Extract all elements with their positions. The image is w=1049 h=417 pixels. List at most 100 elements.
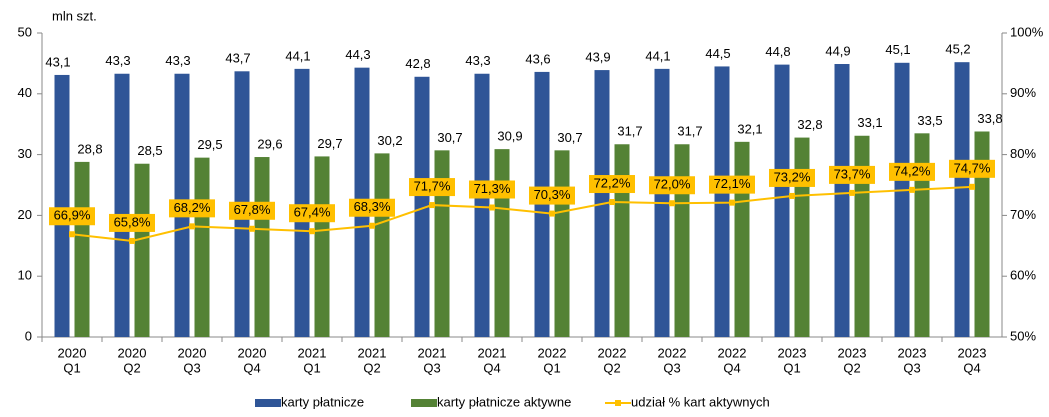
x-tick-label: Q3 <box>903 360 920 375</box>
bar <box>774 64 790 337</box>
value-label: 72,2% <box>594 175 631 190</box>
label-box <box>169 199 215 218</box>
value-label: 66,9% <box>54 208 91 223</box>
label-box <box>109 213 155 232</box>
x-tick-label: 2020 <box>238 345 267 360</box>
line-marker <box>369 222 375 229</box>
x-tick-label: 2021 <box>478 345 507 360</box>
value-label: 30,9 <box>497 129 522 144</box>
value-label: 30,7 <box>437 130 462 145</box>
value-label: 73,7% <box>834 166 871 181</box>
bar <box>954 62 970 338</box>
label-box <box>589 175 635 194</box>
label-box <box>709 175 755 194</box>
value-label: 70,3% <box>534 187 571 202</box>
x-tick-label: Q4 <box>723 360 740 375</box>
x-tick-label: Q2 <box>603 360 620 375</box>
line-marker <box>129 237 135 244</box>
value-label: 67,8% <box>234 202 271 217</box>
value-label: 43,3 <box>465 53 490 68</box>
y2-tick-label: 100% <box>1010 24 1044 39</box>
value-label: 43,9 <box>585 50 610 65</box>
label-box <box>649 176 695 195</box>
value-label: 43,3 <box>165 53 190 68</box>
value-label: 43,6 <box>525 51 550 66</box>
value-label: 32,1 <box>737 121 762 136</box>
label-box <box>289 204 335 223</box>
bar <box>134 163 150 337</box>
value-label: 45,2 <box>945 42 970 57</box>
y-tick-label: 20 <box>18 207 32 222</box>
y2-tick-label: 80% <box>1010 146 1036 161</box>
x-tick-label: Q4 <box>483 360 500 375</box>
x-tick-label: Q1 <box>543 360 560 375</box>
x-tick-label: 2023 <box>838 345 867 360</box>
x-tick-label: Q2 <box>843 360 860 375</box>
bar <box>974 131 990 337</box>
value-label: 44,3 <box>345 47 370 62</box>
value-label: 74,2% <box>894 163 931 178</box>
bar <box>734 141 750 337</box>
label-box <box>529 186 575 205</box>
line-marker <box>969 183 975 190</box>
x-tick-label: Q1 <box>783 360 800 375</box>
value-label: 65,8% <box>114 214 151 229</box>
legend-label: udział % kart aktywnych <box>631 394 770 409</box>
y-tick-label: 10 <box>18 268 32 283</box>
label-box <box>229 201 275 220</box>
line-marker <box>729 199 735 206</box>
y-unit-label: mln szt. <box>52 8 97 23</box>
bar <box>494 149 510 337</box>
legend-key <box>615 400 621 406</box>
line-marker <box>489 204 495 211</box>
y2-tick-label: 70% <box>1010 207 1036 222</box>
y-tick-label: 0 <box>25 328 32 343</box>
value-label: 29,7 <box>317 136 342 151</box>
label-box <box>469 180 515 199</box>
x-tick-label: 2020 <box>58 345 87 360</box>
y-tick-label: 50 <box>18 24 32 39</box>
line-marker <box>429 202 435 209</box>
x-tick-label: Q3 <box>423 360 440 375</box>
bar <box>474 73 490 338</box>
bar <box>414 76 430 337</box>
bar <box>554 150 570 337</box>
value-label: 71,3% <box>474 181 511 196</box>
bar <box>254 157 270 337</box>
x-tick-label: Q2 <box>363 360 380 375</box>
line-marker <box>189 223 195 230</box>
line-marker <box>789 192 795 199</box>
legend-key <box>255 399 281 407</box>
value-label: 29,6 <box>257 136 282 151</box>
x-tick-label: 2022 <box>598 345 627 360</box>
x-tick-label: 2021 <box>418 345 447 360</box>
x-tick-label: 2022 <box>718 345 747 360</box>
x-tick-label: 2020 <box>178 345 207 360</box>
line-marker <box>549 210 555 217</box>
x-tick-label: 2020 <box>118 345 147 360</box>
legend-label: karty płatnicze aktywne <box>437 394 571 409</box>
y2-tick-label: 60% <box>1010 268 1036 283</box>
bar <box>374 153 390 337</box>
bar <box>894 62 910 338</box>
value-label: 43,7 <box>225 51 250 66</box>
x-tick-label: Q4 <box>243 360 260 375</box>
value-label: 44,1 <box>645 48 670 63</box>
value-label: 71,7% <box>414 179 451 194</box>
line <box>71 185 973 242</box>
x-tick-label: 2022 <box>538 345 567 360</box>
bar <box>614 144 630 337</box>
value-label: 44,1 <box>285 48 310 63</box>
x-tick-label: Q4 <box>963 360 980 375</box>
bar <box>794 137 810 337</box>
value-label: 43,1 <box>45 54 70 69</box>
line-marker <box>609 199 615 206</box>
value-label: 73,2% <box>774 169 811 184</box>
bar <box>74 161 90 337</box>
value-label: 31,7 <box>677 124 702 139</box>
value-label: 29,5 <box>197 137 222 152</box>
label-box <box>889 162 935 181</box>
bar <box>114 73 130 338</box>
x-tick-label: 2023 <box>958 345 987 360</box>
y2-tick-label: 50% <box>1010 328 1036 343</box>
